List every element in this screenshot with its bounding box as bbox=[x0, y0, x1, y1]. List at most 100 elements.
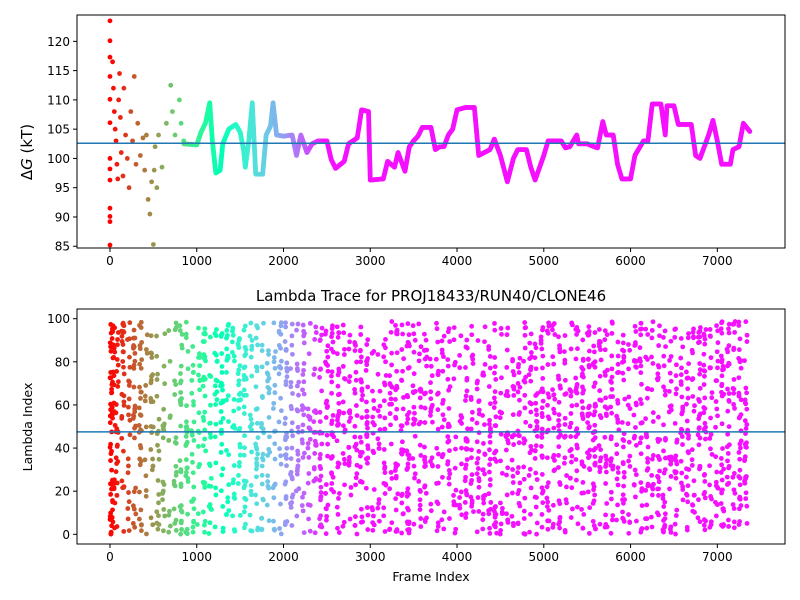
lambda-point bbox=[296, 392, 301, 398]
lambda-point bbox=[154, 377, 160, 382]
lambda-point bbox=[638, 332, 644, 338]
lambda-point bbox=[424, 354, 430, 360]
lambda-point bbox=[526, 372, 532, 378]
lambda-point bbox=[680, 404, 686, 410]
lambda-point bbox=[364, 342, 370, 347]
lambda-point bbox=[143, 424, 149, 430]
lambda-point bbox=[404, 448, 410, 454]
lambda-point bbox=[224, 512, 229, 518]
lambda-point bbox=[383, 373, 389, 378]
lambda-point bbox=[243, 497, 249, 502]
lambda-point bbox=[469, 417, 475, 422]
lambda-point bbox=[387, 486, 393, 492]
lambda-point bbox=[445, 363, 451, 369]
lambda-point bbox=[236, 378, 242, 384]
lambda-point bbox=[701, 351, 707, 357]
dg-y-tick-label: 85 bbox=[55, 240, 70, 254]
lambda-point bbox=[214, 359, 220, 365]
lambda-point bbox=[319, 332, 324, 338]
lambda-point bbox=[457, 495, 463, 500]
lambda-point bbox=[306, 471, 312, 476]
lambda-point bbox=[307, 528, 313, 534]
lambda-point bbox=[701, 382, 707, 387]
lambda-point bbox=[283, 379, 289, 384]
lambda-point bbox=[243, 521, 248, 527]
lambda-point bbox=[585, 413, 591, 419]
lambda-point bbox=[149, 467, 155, 473]
lambda-point bbox=[114, 492, 120, 498]
lambda-point bbox=[242, 525, 247, 531]
lambda-point bbox=[353, 482, 358, 488]
lambda-point bbox=[166, 529, 172, 535]
lambda-point bbox=[202, 330, 208, 336]
lambda-point bbox=[491, 395, 497, 401]
lambda-point bbox=[173, 382, 179, 388]
lambda-point bbox=[255, 325, 261, 331]
lambda-point bbox=[178, 423, 184, 429]
lambda-point bbox=[696, 330, 702, 335]
dg-point bbox=[142, 167, 148, 173]
lambda-point bbox=[325, 404, 331, 409]
lambda-point bbox=[492, 514, 498, 520]
lambda-point bbox=[701, 517, 707, 523]
lambda-point bbox=[148, 377, 154, 383]
lambda-point bbox=[131, 327, 137, 333]
dg-point bbox=[113, 138, 119, 144]
lambda-point bbox=[643, 487, 649, 493]
lambda-point bbox=[416, 358, 422, 364]
lambda-point bbox=[278, 501, 283, 507]
lambda-point bbox=[138, 395, 143, 401]
lambda-point bbox=[668, 474, 674, 479]
lambda-point bbox=[469, 455, 474, 461]
lambda-point bbox=[667, 486, 672, 492]
lambda-point bbox=[657, 468, 662, 474]
lambda-point bbox=[446, 467, 452, 473]
lambda-point bbox=[626, 342, 631, 347]
lambda-point bbox=[517, 355, 523, 361]
lambda-point bbox=[270, 406, 276, 411]
lambda-point bbox=[668, 354, 674, 359]
lambda-point bbox=[353, 475, 359, 481]
lambda-point bbox=[317, 419, 323, 425]
lambda-point bbox=[107, 420, 113, 426]
lambda-point bbox=[395, 491, 401, 497]
lambda-point bbox=[273, 349, 278, 354]
dg-point bbox=[747, 129, 753, 134]
lambda-point bbox=[112, 500, 118, 506]
lambda-point bbox=[663, 435, 668, 441]
lambda-point bbox=[701, 362, 707, 368]
lambda-point bbox=[359, 449, 365, 455]
lambda-point bbox=[173, 463, 179, 469]
lambda-point bbox=[697, 399, 702, 404]
lambda-point bbox=[469, 323, 475, 329]
lambda-point bbox=[358, 439, 364, 445]
lambda-point bbox=[550, 502, 556, 508]
lambda-point bbox=[654, 376, 660, 382]
lambda-point bbox=[603, 481, 609, 486]
lambda-point bbox=[259, 481, 265, 487]
lambda-point bbox=[178, 371, 183, 376]
lambda-point bbox=[532, 448, 538, 454]
lambda-point bbox=[382, 491, 388, 496]
lambda-point bbox=[464, 345, 470, 351]
lambda-point bbox=[573, 356, 579, 362]
lambda-point bbox=[592, 364, 598, 370]
lambda-point bbox=[505, 440, 511, 446]
lambda-point bbox=[126, 490, 131, 495]
lambda-point bbox=[517, 433, 522, 439]
dg-point bbox=[107, 205, 113, 211]
lambda-point bbox=[538, 337, 544, 343]
lambda-point bbox=[638, 435, 644, 441]
lambda-point bbox=[702, 436, 708, 442]
lambda-point bbox=[302, 450, 307, 456]
lambda-point bbox=[609, 410, 615, 416]
lambda-point bbox=[667, 403, 673, 409]
lambda-point bbox=[178, 481, 184, 487]
lambda-point bbox=[190, 370, 196, 375]
lambda-point bbox=[346, 455, 352, 460]
lambda-point bbox=[504, 332, 510, 338]
lambda-point bbox=[692, 509, 697, 515]
lambda-point bbox=[718, 353, 724, 359]
lambda-point bbox=[602, 337, 608, 343]
lambda-point bbox=[540, 376, 546, 381]
